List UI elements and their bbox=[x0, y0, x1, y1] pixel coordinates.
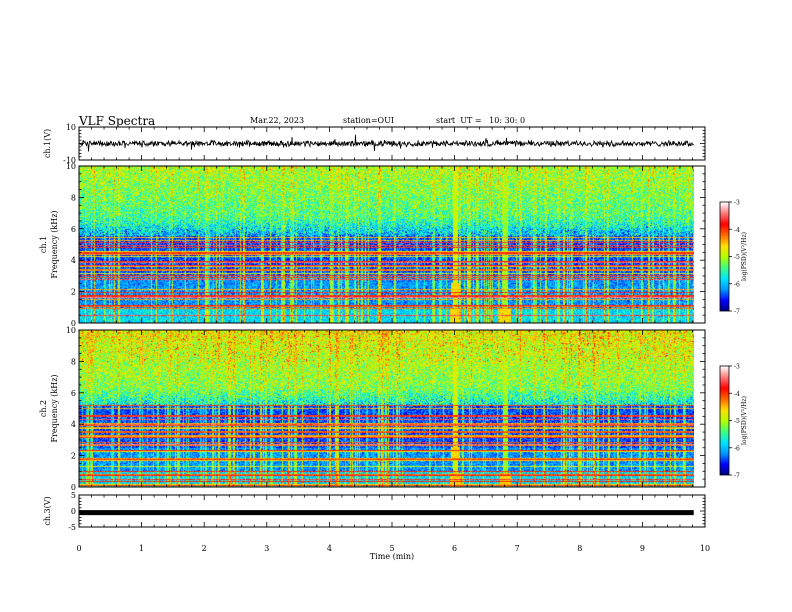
y-tick-label: 10 bbox=[66, 326, 76, 335]
date-label: Mar.22, 2023 bbox=[250, 116, 305, 125]
y-tick-label: 2 bbox=[71, 452, 76, 461]
y-tick-label: -10 bbox=[63, 156, 76, 165]
x-tick-label: 4 bbox=[327, 544, 332, 553]
ch1-waveform-ylabel: ch.1(V) bbox=[43, 129, 52, 158]
x-tick-label: 10 bbox=[700, 544, 710, 553]
ch1-spectrogram-ylabel-channel: ch.1 bbox=[39, 236, 48, 253]
colorbar-tick-label: -6 bbox=[734, 281, 740, 288]
x-tick-label: 8 bbox=[577, 544, 582, 553]
y-tick-label: 0 bbox=[71, 319, 76, 328]
y-tick-label: 4 bbox=[71, 256, 76, 265]
x-tick-label: 9 bbox=[640, 544, 645, 553]
colorbar-tick-label: -4 bbox=[734, 391, 740, 398]
spectrogram-ch1 bbox=[79, 166, 694, 323]
ch3-waveform-ylabel: ch.3(V) bbox=[43, 496, 52, 525]
x-tick-label: 3 bbox=[264, 544, 269, 553]
y-tick-label: 8 bbox=[71, 357, 76, 366]
colorbar-tick-label: -3 bbox=[734, 200, 740, 207]
colorbar-tick-label: -5 bbox=[734, 418, 740, 425]
y-tick-label: 10 bbox=[66, 123, 76, 132]
y-tick-label: 4 bbox=[71, 420, 76, 429]
ch1-waveform-trace bbox=[78, 134, 694, 152]
colorbar-label: log(PSD)(V²/Hz) bbox=[741, 232, 748, 281]
y-tick-label: -5 bbox=[68, 523, 76, 532]
x-tick-label: 2 bbox=[202, 544, 207, 553]
chart-title: VLF Spectra bbox=[79, 114, 156, 128]
ch2-spectrogram-ylabel-channel: ch.2 bbox=[39, 400, 48, 417]
x-tick-label: 7 bbox=[515, 544, 520, 553]
y-tick-label: 5 bbox=[71, 491, 76, 500]
colorbar-tick-label: -4 bbox=[734, 227, 740, 234]
colorbar-tick-label: -5 bbox=[734, 254, 740, 261]
spectrogram-layer bbox=[79, 166, 694, 487]
colorbar-tick-label: -6 bbox=[734, 445, 740, 452]
y-tick-label: 0 bbox=[71, 483, 76, 492]
colorbar-tick-label: -7 bbox=[734, 309, 740, 316]
colorbar-tick-label: -7 bbox=[734, 473, 740, 480]
y-tick-label: 8 bbox=[71, 193, 76, 202]
y-tick-label: 6 bbox=[71, 389, 76, 398]
y-tick-label: 10 bbox=[66, 162, 76, 171]
colorbar-layer: -3 -4 -5 -6 -7 log(PSD)(V²/Hz) -3 -4 -5 -6 -7 log(P… bbox=[719, 200, 748, 480]
waveform-layer bbox=[78, 134, 694, 516]
colorbar-tick-label: -3 bbox=[734, 364, 740, 371]
x-tick-label: 5 bbox=[389, 544, 394, 553]
colorbar-label: log(PSD)(V²/Hz) bbox=[741, 396, 748, 445]
start-time-label: start UT = 10: 30: 0 bbox=[436, 116, 526, 125]
y-tick-label: 2 bbox=[71, 288, 76, 297]
colorbar-ch1 bbox=[720, 202, 729, 311]
y-tick-label: 6 bbox=[71, 225, 76, 234]
x-tick-label: 6 bbox=[452, 544, 457, 553]
y-tick-label: 0 bbox=[71, 507, 76, 516]
x-tick-label: 0 bbox=[76, 544, 81, 553]
station-label: station=OUI bbox=[343, 116, 394, 125]
x-axis-label: Time (min) bbox=[370, 552, 414, 561]
x-tick-label: 1 bbox=[139, 544, 144, 553]
tick-layer bbox=[78, 126, 706, 528]
ch1-spectrogram-ylabel-frequency: Frequency (kHz) bbox=[50, 210, 59, 278]
spectrogram-ch2 bbox=[79, 330, 694, 487]
colorbar-ch2 bbox=[720, 366, 729, 475]
ch2-spectrogram-ylabel-frequency: Frequency (kHz) bbox=[50, 374, 59, 442]
